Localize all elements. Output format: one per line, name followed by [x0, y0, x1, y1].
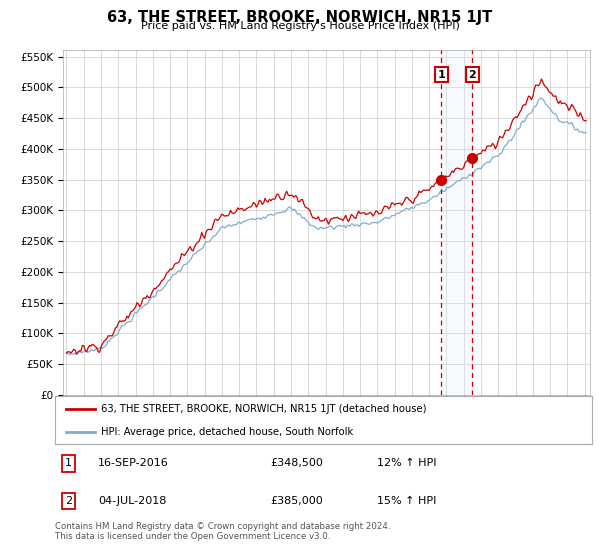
Text: £385,000: £385,000 — [270, 496, 323, 506]
Text: 1: 1 — [437, 69, 445, 80]
Text: 1: 1 — [65, 459, 72, 469]
Text: 15% ↑ HPI: 15% ↑ HPI — [377, 496, 437, 506]
Text: HPI: Average price, detached house, South Norfolk: HPI: Average price, detached house, Sout… — [101, 427, 353, 437]
Text: 2: 2 — [65, 496, 72, 506]
Text: 63, THE STREET, BROOKE, NORWICH, NR15 1JT: 63, THE STREET, BROOKE, NORWICH, NR15 1J… — [107, 10, 493, 25]
FancyBboxPatch shape — [55, 396, 592, 444]
Bar — [442, 50, 472, 395]
Text: 2: 2 — [469, 69, 476, 80]
Text: 16-SEP-2016: 16-SEP-2016 — [98, 459, 169, 469]
Text: 63, THE STREET, BROOKE, NORWICH, NR15 1JT (detached house): 63, THE STREET, BROOKE, NORWICH, NR15 1J… — [101, 404, 427, 414]
Text: £348,500: £348,500 — [270, 459, 323, 469]
Text: 12% ↑ HPI: 12% ↑ HPI — [377, 459, 437, 469]
Text: 04-JUL-2018: 04-JUL-2018 — [98, 496, 167, 506]
Text: Price paid vs. HM Land Registry's House Price Index (HPI): Price paid vs. HM Land Registry's House … — [140, 21, 460, 31]
Text: Contains HM Land Registry data © Crown copyright and database right 2024.
This d: Contains HM Land Registry data © Crown c… — [55, 522, 391, 542]
